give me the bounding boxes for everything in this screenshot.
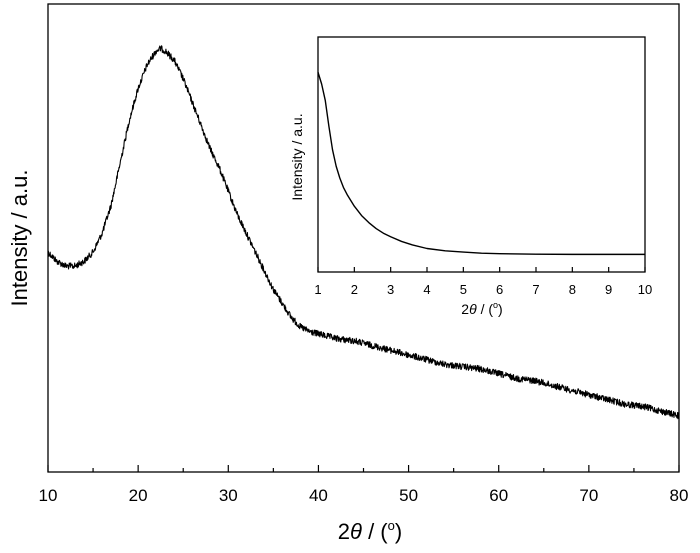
inset-x-tick-labels: 1 2 3 4 5 6 7 8 9 10 (314, 282, 652, 297)
main-x-tick-label: 30 (219, 486, 238, 505)
main-series-line (47, 45, 680, 420)
inset-x-tick-label: 4 (423, 282, 430, 297)
main-x-ticks (47, 465, 680, 472)
inset-y-axis-label: Intensity / a.u. (289, 113, 305, 200)
inset-plot-frame (317, 36, 646, 273)
main-x-tick-label: 40 (309, 486, 328, 505)
inset-x-tick-label: 7 (532, 282, 539, 297)
inset-x-tick-label: 8 (569, 282, 576, 297)
inset-x-tick-label: 9 (605, 282, 612, 297)
inset-x-tick-label: 1 (314, 282, 321, 297)
inset-x-tick-label: 6 (496, 282, 503, 297)
inset-series-line (317, 72, 645, 256)
inset-x-axis-label: 2θ / (o) (461, 300, 502, 317)
inset-x-ticks (317, 267, 646, 272)
main-chart: 10 20 30 40 50 60 70 80 2θ / (o) Intensity / a.… (7, 3, 689, 544)
main-x-tick-label: 60 (489, 486, 508, 505)
main-x-tick-label: 20 (129, 486, 148, 505)
main-x-tick-labels: 10 20 30 40 50 60 70 80 (39, 486, 689, 505)
inset-x-tick-label: 5 (460, 282, 467, 297)
main-y-axis-label: Intensity / a.u. (7, 170, 32, 307)
inset-x-tick-label: 2 (351, 282, 358, 297)
inset-x-tick-label: 3 (387, 282, 394, 297)
main-x-tick-label: 10 (39, 486, 58, 505)
inset-chart: 1 2 3 4 5 6 7 8 9 10 2θ / (o) Intensity / a.u. (289, 36, 652, 317)
main-x-tick-label: 50 (399, 486, 418, 505)
main-x-tick-label: 80 (670, 486, 689, 505)
inset-x-tick-label: 10 (638, 282, 652, 297)
main-x-axis-label: 2θ / (o) (338, 518, 402, 544)
main-x-tick-label: 70 (579, 486, 598, 505)
